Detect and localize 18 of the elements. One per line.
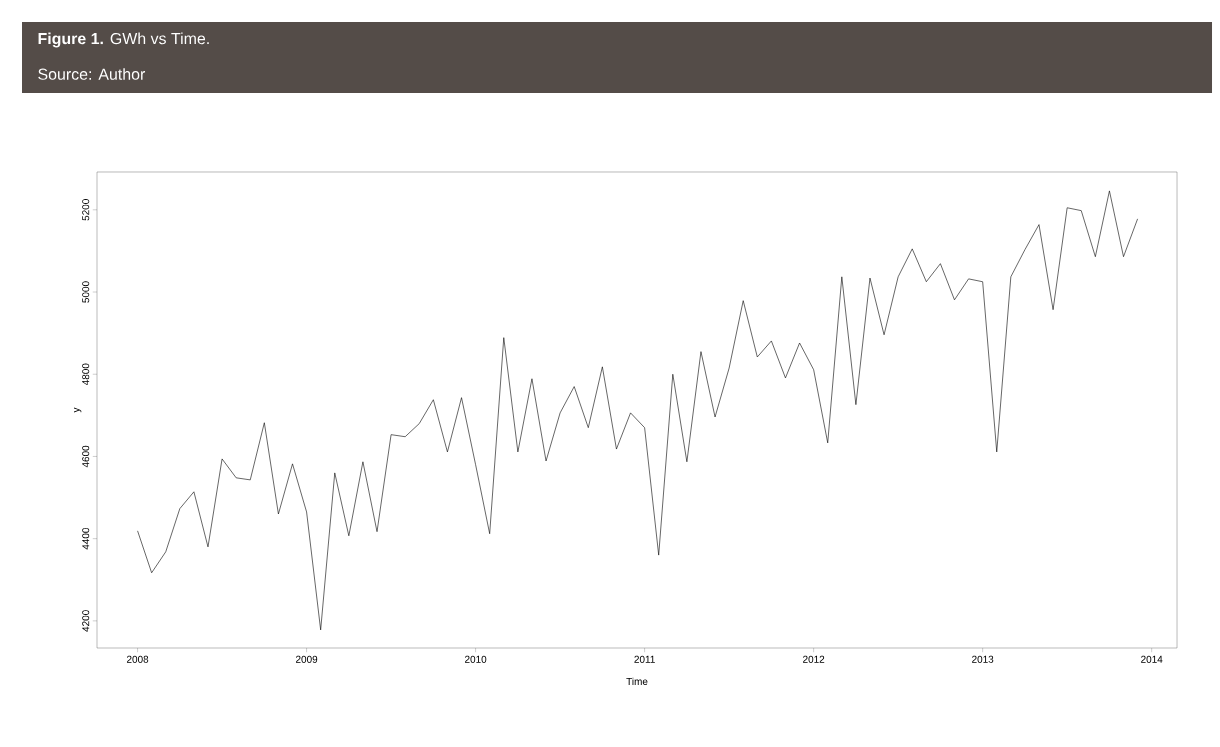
x-tick-label: 2008 bbox=[126, 655, 149, 663]
line-series bbox=[137, 190, 1138, 631]
chart-title: Figure 1. GWh vs Time. bbox=[38, 32, 209, 48]
x-axis-title: Time bbox=[626, 677, 648, 685]
y-tick-label: 5200 bbox=[82, 199, 90, 221]
y-tick-label: 5000 bbox=[82, 281, 90, 303]
source-note: Source: Author bbox=[38, 68, 146, 80]
x-tick-label: 2011 bbox=[634, 655, 655, 663]
x-tick-label: 2013 bbox=[972, 655, 994, 663]
y-tick-label: 4400 bbox=[82, 527, 90, 550]
x-tick-label: 2014 bbox=[1141, 655, 1163, 663]
y-tick-label: 4800 bbox=[82, 363, 90, 386]
y-tick-label: 4200 bbox=[82, 610, 90, 632]
y-tick-label: 4600 bbox=[82, 445, 90, 468]
x-tick-label: 2009 bbox=[296, 655, 318, 663]
y-axis-title: y bbox=[74, 407, 82, 413]
x-tick-label: 2012 bbox=[803, 655, 825, 663]
x-tick-label: 2010 bbox=[465, 655, 487, 663]
